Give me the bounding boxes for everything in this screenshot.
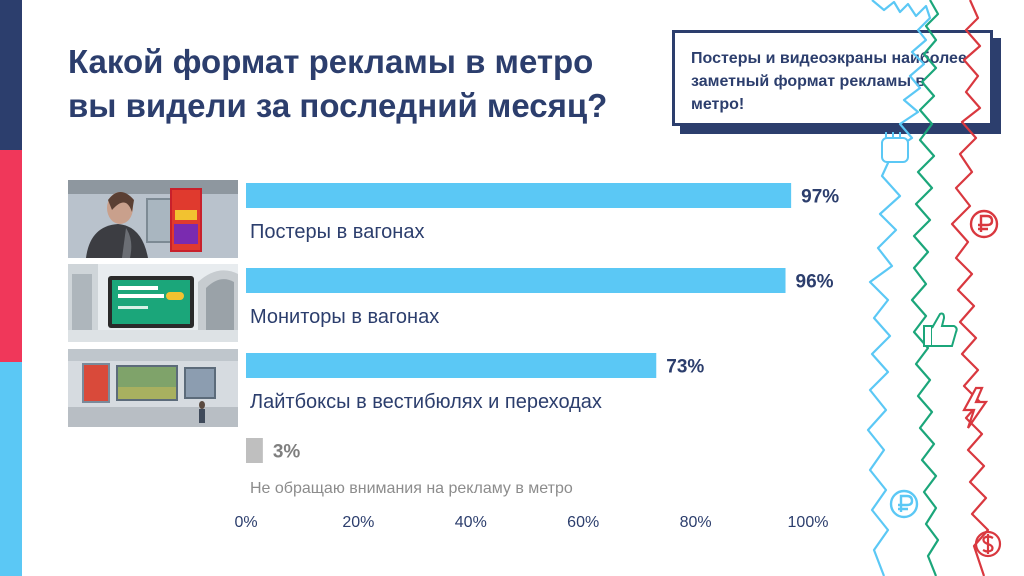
data-label-2: 73% (666, 357, 704, 378)
x-tick-label-0: 0% (234, 514, 257, 531)
category-label-3: Не обращаю внимания на рекламу в метро (250, 480, 573, 497)
ruble-icon (969, 209, 999, 239)
ruble-icon (889, 489, 919, 519)
thumbs-up-icon (923, 312, 958, 347)
bar-3 (246, 438, 263, 463)
bar-chart: 97% Постеры в вагонах 96% Мониторы в вагона… (234, 183, 839, 531)
decoration-panel (866, 0, 1002, 576)
accent-stripe-cyan (0, 362, 22, 576)
photo-monitor-in-carriage (68, 264, 238, 342)
category-label-2: Лайтбоксы в вестибюлях и переходах (250, 391, 602, 413)
fist-icon (881, 132, 909, 163)
x-tick-label-4: 80% (680, 514, 712, 531)
lightning-icon (962, 386, 989, 429)
bar-2 (246, 353, 657, 378)
data-label-1: 96% (796, 272, 834, 293)
page-title: Какой формат рекламы в метро вы видели з… (68, 43, 608, 124)
photo-poster-in-carriage (68, 180, 238, 258)
x-tick-label-1: 20% (342, 514, 374, 531)
accent-stripe-red (0, 150, 22, 362)
callout-box: Постеры и видеоэкраны наиболее заметный … (672, 30, 993, 126)
category-label-0: Постеры в вагонах (250, 221, 424, 243)
bar-0 (246, 183, 792, 208)
x-tick-label-2: 40% (455, 514, 487, 531)
wavy-line-icon (866, 0, 990, 576)
dollar-icon (974, 530, 1002, 558)
x-tick-label-5: 100% (788, 514, 829, 531)
data-label-3: 3% (273, 442, 301, 463)
accent-stripe-navy (0, 0, 22, 150)
category-label-1: Мониторы в вагонах (250, 306, 439, 328)
bar-1 (246, 268, 786, 293)
photo-lightbox-in-vestibule (68, 349, 238, 427)
data-label-0: 97% (801, 187, 839, 208)
x-tick-label-3: 60% (567, 514, 599, 531)
